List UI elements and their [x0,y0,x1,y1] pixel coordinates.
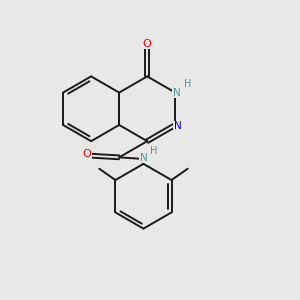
Text: N: N [174,122,182,131]
Text: N: N [140,152,147,163]
Text: H: H [150,146,158,156]
Text: N: N [173,88,181,98]
Text: O: O [82,149,91,159]
Text: O: O [143,39,152,49]
Text: H: H [184,79,191,89]
